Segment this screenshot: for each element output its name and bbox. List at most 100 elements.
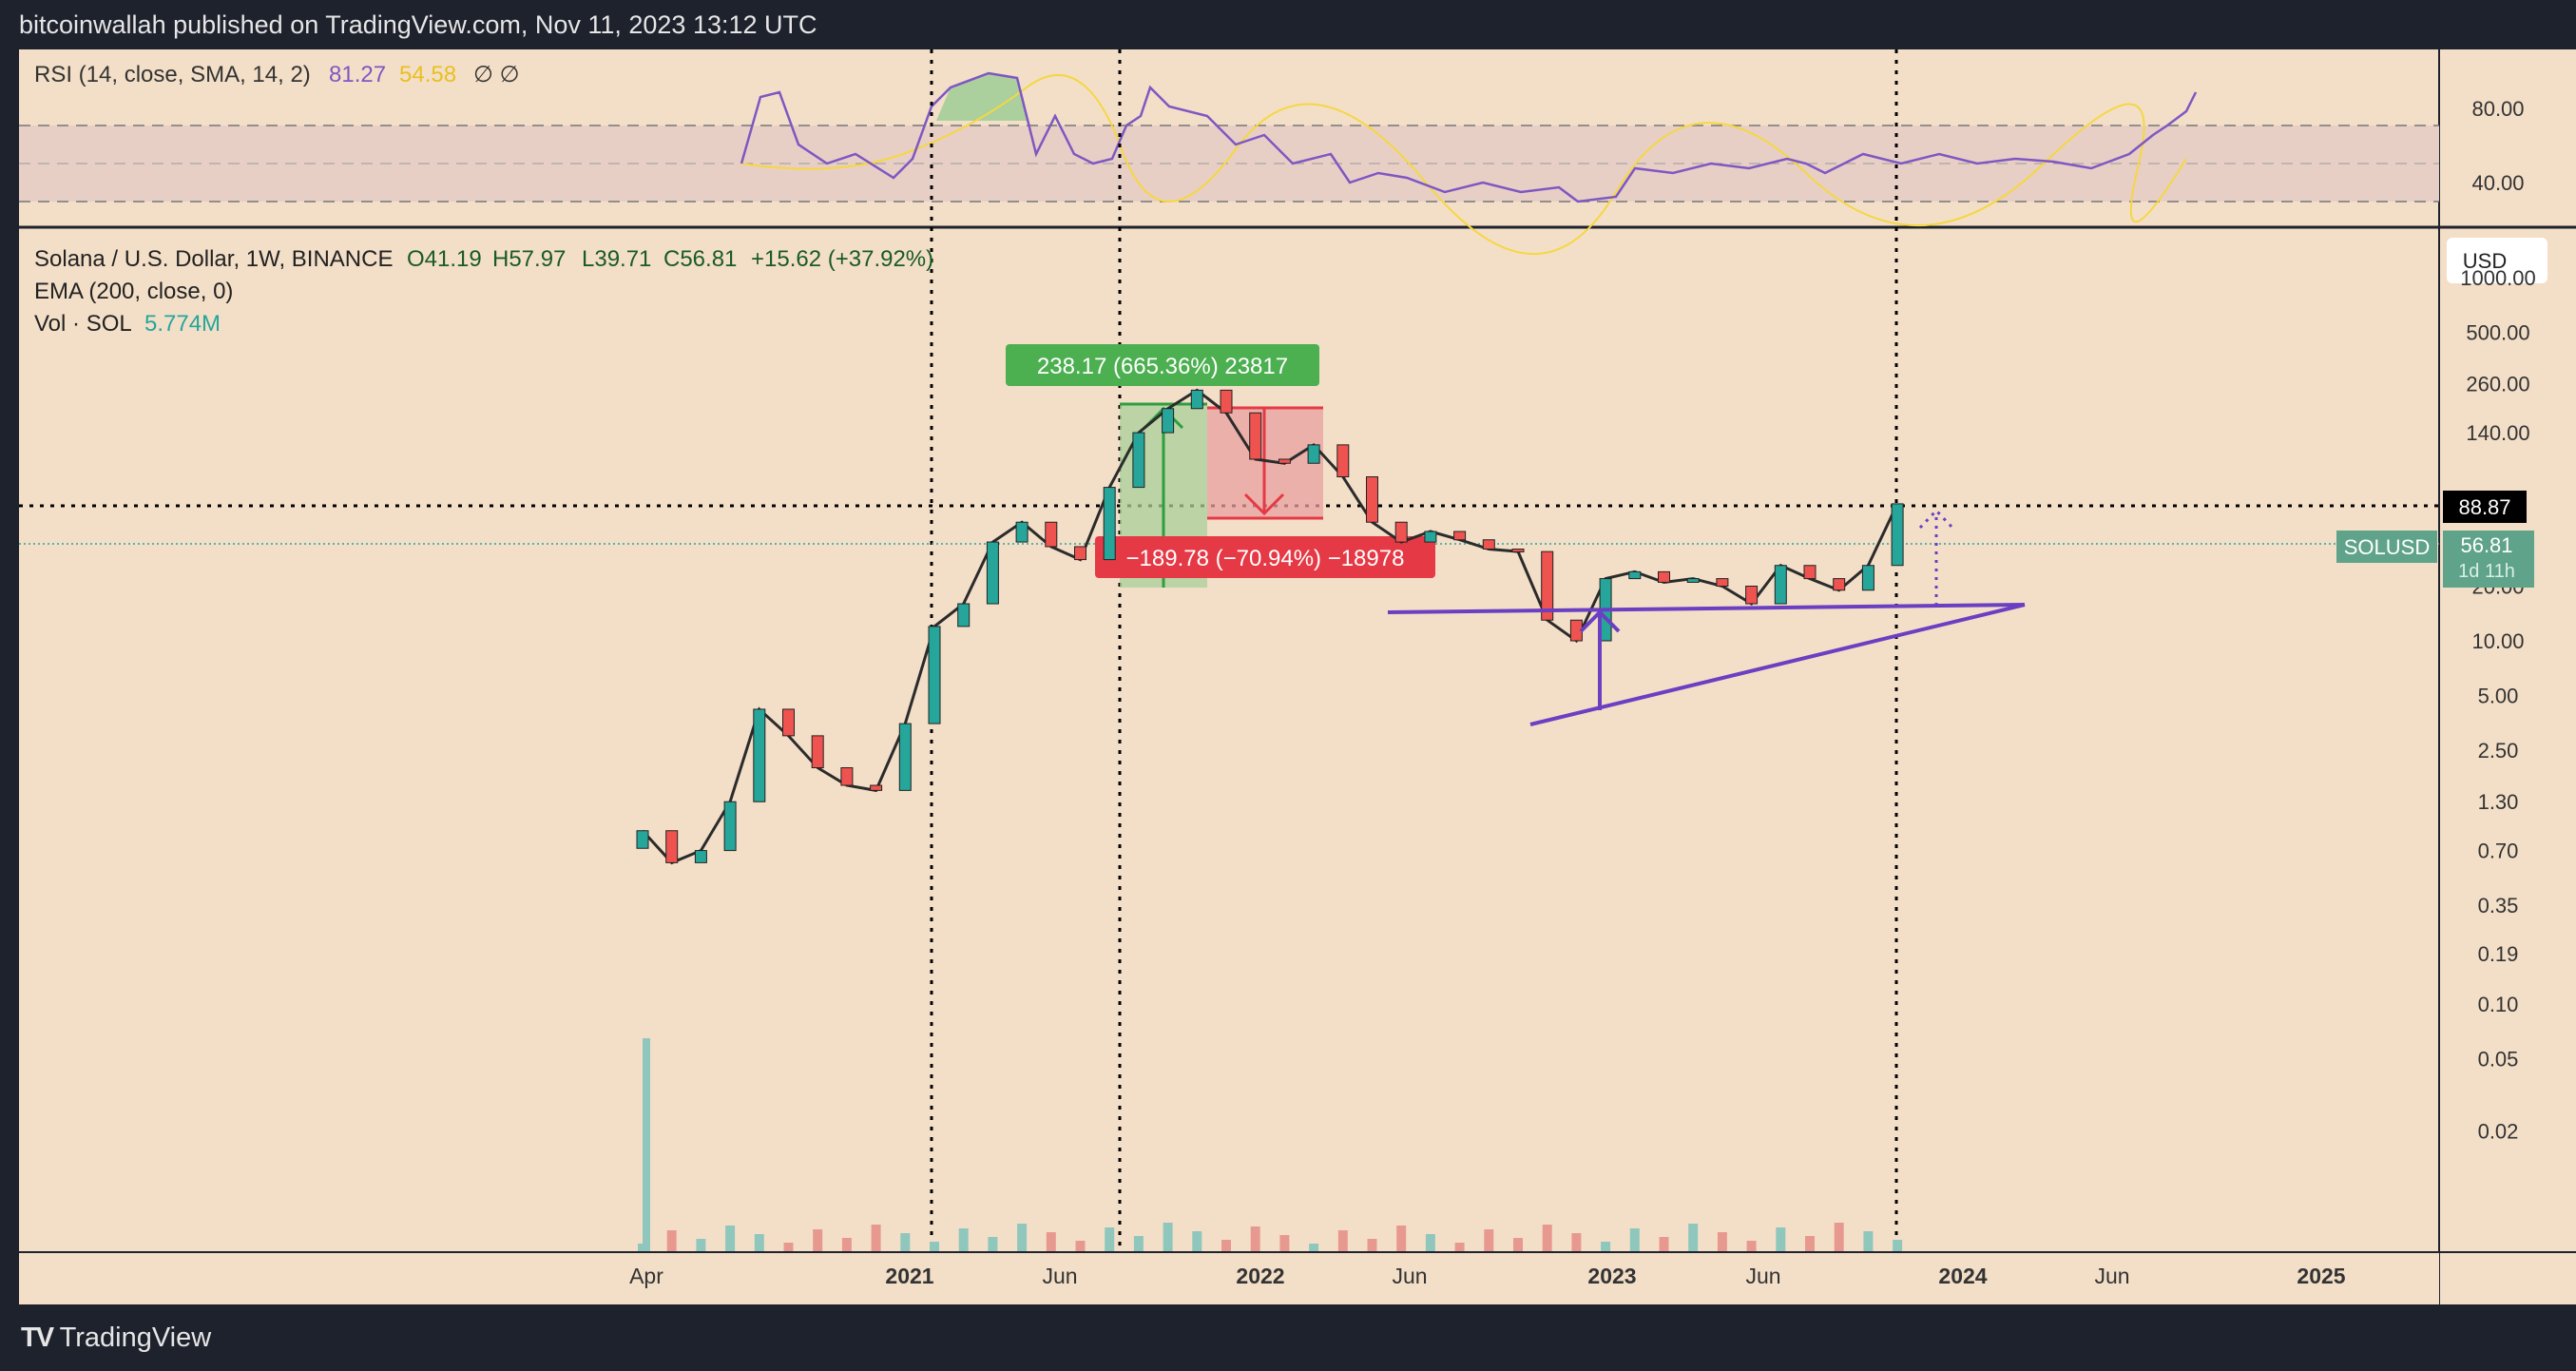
candle[interactable] [870, 784, 883, 791]
candle[interactable] [898, 723, 912, 791]
rsi-title: RSI (14, close, SMA, 14, 2) [34, 62, 311, 87]
candle[interactable] [665, 830, 679, 863]
footer-bar: TV TradingView [0, 1304, 2576, 1371]
candle[interactable] [1220, 389, 1233, 414]
volume-bar [1776, 1227, 1786, 1251]
candle[interactable] [1686, 578, 1700, 583]
triangle-resistance[interactable] [1387, 603, 2026, 614]
ohlc-close: C56.81 [663, 246, 737, 272]
volume-bar [871, 1225, 881, 1251]
volume-bar [1805, 1236, 1815, 1251]
volume-bar [1017, 1224, 1028, 1251]
price-scale-ticks: 1000.00500.00260.00140.0020.0010.005.002… [2460, 266, 2536, 1144]
y-tick-label: 140.00 [2466, 421, 2529, 445]
candle[interactable] [1453, 531, 1467, 541]
main-pane[interactable] [19, 228, 2439, 1303]
symbol-tag[interactable] [2336, 531, 2437, 563]
candle[interactable] [1658, 570, 1670, 583]
volume-bar [1221, 1240, 1231, 1251]
candle[interactable] [1045, 521, 1058, 548]
ohlc-low: L39.71 [582, 246, 651, 272]
candle[interactable] [1628, 570, 1642, 580]
candle[interactable] [753, 708, 766, 802]
volume-bar [1454, 1243, 1465, 1251]
loss-label-box[interactable] [1095, 536, 1435, 578]
tradingview-logo-icon[interactable]: TV [21, 1323, 54, 1353]
y-tick-label: 0.35 [2478, 894, 2519, 917]
ohlc-high: H57.97 [492, 246, 566, 272]
volume-bar [1834, 1223, 1844, 1251]
candle[interactable] [1190, 389, 1203, 410]
candle[interactable] [1366, 476, 1378, 523]
candle[interactable] [928, 626, 941, 724]
candle[interactable] [986, 541, 999, 605]
ema-legend: EMA (200, close, 0) [34, 279, 233, 304]
footer-brand[interactable]: TradingView [59, 1323, 212, 1353]
candle[interactable] [1774, 565, 1787, 605]
candle[interactable] [1541, 550, 1554, 621]
volume-bar [1746, 1241, 1757, 1251]
currency-button[interactable] [2447, 238, 2547, 283]
candle[interactable] [1511, 549, 1525, 553]
candle[interactable] [1833, 578, 1846, 591]
volume-bar [783, 1243, 794, 1251]
y-tick-label: 500.00 [2466, 320, 2529, 344]
x-tick-label: Apr [629, 1264, 663, 1288]
candle[interactable] [1336, 444, 1350, 478]
volume-bar [1279, 1235, 1290, 1251]
candle[interactable] [694, 850, 707, 863]
candle[interactable] [1132, 432, 1145, 489]
volume-bar [725, 1226, 736, 1251]
candle[interactable] [1394, 521, 1408, 543]
candle[interactable] [1015, 521, 1028, 543]
x-tick-label: Jun [2094, 1264, 2129, 1288]
y-tick-label: 0.70 [2478, 840, 2519, 863]
triangle-support[interactable] [1529, 603, 2026, 726]
candle[interactable] [1103, 487, 1116, 561]
x-tick-label: Jun [1042, 1264, 1077, 1288]
candle[interactable] [1162, 408, 1175, 434]
volume-bar [696, 1239, 706, 1251]
candle[interactable] [811, 735, 824, 769]
x-tick-label: 2022 [1236, 1264, 1284, 1288]
volume-bar [1192, 1231, 1202, 1251]
volume-bar [1688, 1224, 1699, 1251]
chart[interactable]: 238.17 (665.36%) 23817 −189.78 (−70.94%)… [0, 49, 2576, 1304]
candle[interactable] [1716, 578, 1729, 588]
volume-bar [1893, 1240, 1903, 1251]
gain-label-box[interactable] [1006, 344, 1319, 386]
volume-bar [1717, 1232, 1727, 1251]
candle[interactable] [1861, 565, 1874, 591]
candle[interactable] [957, 603, 971, 628]
candle[interactable] [1891, 503, 1904, 567]
volume-bar [1046, 1232, 1056, 1251]
time-axis[interactable] [19, 1253, 2439, 1304]
candle[interactable] [782, 708, 795, 737]
volume-bar [813, 1229, 823, 1251]
candle[interactable] [636, 830, 649, 849]
candles[interactable] [636, 389, 1904, 863]
volume-bar [1659, 1237, 1669, 1251]
rsi-value: 81.27 [329, 62, 386, 87]
candle[interactable] [1074, 546, 1086, 561]
candle[interactable] [1307, 444, 1320, 464]
rsi-line [740, 71, 2198, 203]
last-price-tag[interactable] [2443, 531, 2534, 588]
volume-bar [1513, 1238, 1523, 1251]
candle[interactable] [1424, 531, 1437, 543]
candle[interactable] [1803, 565, 1817, 580]
candle[interactable] [723, 801, 737, 852]
y-tick-label: 1.30 [2478, 790, 2519, 814]
candle[interactable] [1249, 412, 1262, 460]
time-axis-ticks: Apr 2021 Jun 2022 Jun 2023 Jun 2024 Jun 2025 [629, 1264, 2346, 1288]
crosshair-price-tag[interactable] [2443, 491, 2527, 523]
candle[interactable] [1745, 586, 1759, 605]
candle[interactable] [1278, 458, 1291, 464]
candle[interactable] [1482, 539, 1495, 550]
candle[interactable] [840, 767, 854, 786]
volume-bar [958, 1228, 969, 1251]
volume-bar [754, 1234, 764, 1251]
publish-header: bitcoinwallah published on TradingView.c… [0, 0, 2576, 49]
x-tick-label: 2023 [1587, 1264, 1636, 1288]
y-tick-label: 0.19 [2478, 942, 2519, 966]
